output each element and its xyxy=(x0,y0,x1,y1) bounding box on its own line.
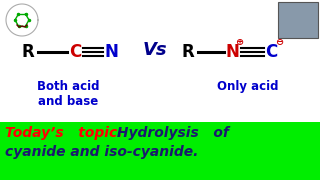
Text: Only acid: Only acid xyxy=(217,80,279,93)
Text: R: R xyxy=(182,43,194,61)
Text: cyanide and iso-cyanide.: cyanide and iso-cyanide. xyxy=(5,145,198,159)
Text: N: N xyxy=(225,43,239,61)
Bar xyxy=(278,2,318,38)
Bar xyxy=(0,122,320,180)
Text: ⊕: ⊕ xyxy=(235,37,243,47)
Text: N: N xyxy=(104,43,118,61)
Text: C: C xyxy=(265,43,277,61)
Text: ⊖: ⊖ xyxy=(275,37,283,47)
Text: Both acid
and base: Both acid and base xyxy=(37,80,99,108)
Text: Vs: Vs xyxy=(143,41,167,59)
Text: Today’s   topic:: Today’s topic: xyxy=(5,126,123,140)
Text: C: C xyxy=(69,43,81,61)
Text: Hydrolysis   of: Hydrolysis of xyxy=(112,126,229,140)
Text: R: R xyxy=(22,43,34,61)
